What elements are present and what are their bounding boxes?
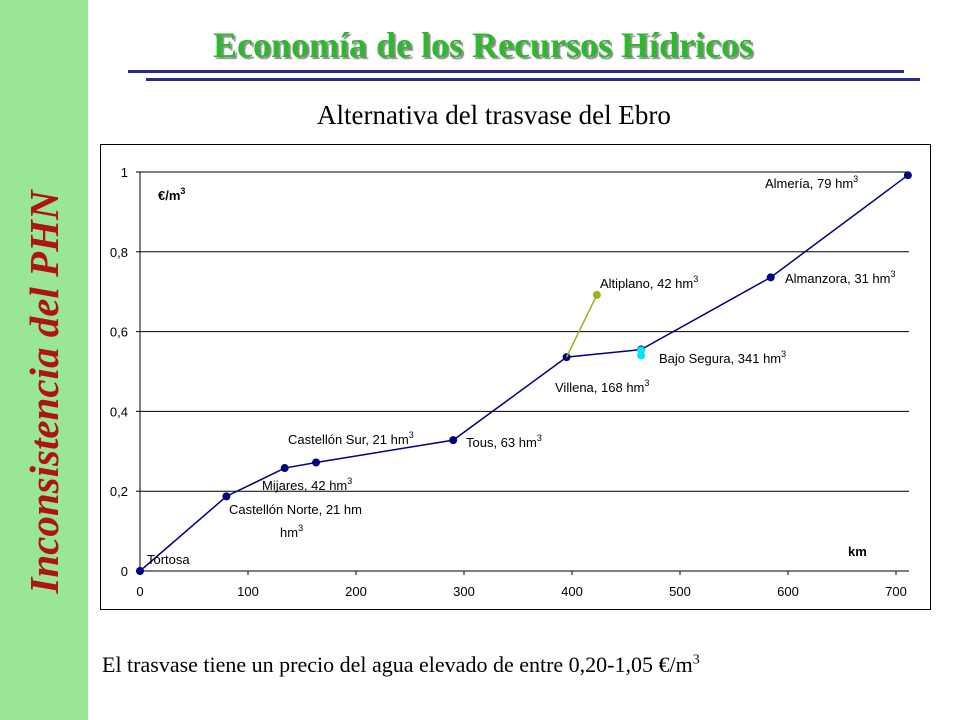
data-point-main xyxy=(766,273,775,282)
sidebar-band: Inconsistencia del PHN xyxy=(0,0,88,720)
footer-superscript: 3 xyxy=(692,652,700,668)
data-point-main xyxy=(222,492,231,501)
y-tick-label: 0,2 xyxy=(110,484,128,499)
point-label: Villena, 168 hm3 xyxy=(555,378,649,395)
point-label: Tous, 63 hm3 xyxy=(466,433,542,450)
title-rule-top xyxy=(128,70,904,73)
point-label: Altiplano, 42 hm3 xyxy=(600,274,698,291)
y-tick-label: 0,8 xyxy=(110,245,128,260)
x-tick-label: 600 xyxy=(777,584,799,599)
footer-text: El trasvase tiene un precio del agua ele… xyxy=(102,652,693,677)
point-label: Castellón Sur, 21 hm3 xyxy=(288,430,414,447)
point-label: Tortosa xyxy=(147,552,190,567)
point-label: Castellón Norte, 21 hm xyxy=(229,502,362,517)
point-label: hm3 xyxy=(280,523,303,540)
y-tick-label: 0,4 xyxy=(110,404,128,419)
point-label: Almería, 79 hm3 xyxy=(765,174,858,191)
y-tick-label: 0,6 xyxy=(110,325,128,340)
point-label: Bajo Segura, 341 hm3 xyxy=(659,349,786,366)
footer-note: El trasvase tiene un precio del agua ele… xyxy=(102,652,700,678)
point-label: Mijares, 42 hm3 xyxy=(262,476,352,493)
series-line-altiplano xyxy=(565,294,598,358)
x-tick-label: 200 xyxy=(345,584,367,599)
x-tick-label: 700 xyxy=(885,584,907,599)
data-point-main xyxy=(280,464,289,473)
chart-frame xyxy=(100,144,931,610)
y-tick-label: 1 xyxy=(121,165,128,180)
data-point-bajo-segura xyxy=(637,351,646,360)
slide-title: Economía de los Recursos Hídricos xyxy=(213,25,753,65)
x-tick-label: 400 xyxy=(561,584,583,599)
data-point-main xyxy=(136,567,144,575)
x-tick-label: 0 xyxy=(136,584,143,599)
side-title: Inconsistencia del PHN xyxy=(21,190,67,594)
y-tick-label: 0 xyxy=(121,564,128,579)
data-point-main xyxy=(312,458,321,467)
data-point-main xyxy=(449,436,458,445)
data-point-altiplano xyxy=(592,290,601,299)
x-tick-label: 100 xyxy=(237,584,259,599)
x-tick-label: 500 xyxy=(669,584,691,599)
x-axis-label: km xyxy=(848,544,867,559)
chart-subtitle: Alternativa del trasvase del Ebro xyxy=(317,100,671,130)
title-rule-bottom xyxy=(146,78,920,81)
chart-area: 0 0,2 0,4 0,6 0,8 1 0 100 200 300 400 500 600 700 €/m3… xyxy=(110,165,912,599)
y-axis-label: €/m3 xyxy=(158,186,185,203)
data-point-main xyxy=(903,171,912,180)
point-label: Almanzora, 31 hm3 xyxy=(785,269,896,286)
x-tick-label: 300 xyxy=(453,584,475,599)
